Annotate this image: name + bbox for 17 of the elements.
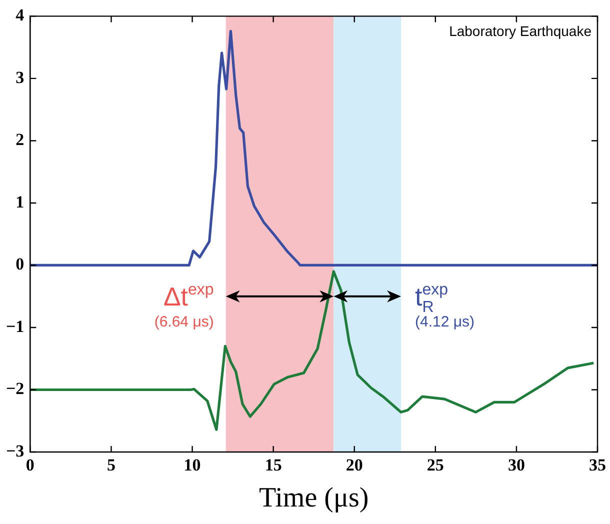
x-tick-label: 15	[264, 456, 282, 475]
y-tick-label: 1	[16, 192, 24, 212]
annotation: Laboratory Earthquake	[449, 23, 592, 40]
x-tick-label: 5	[106, 456, 116, 475]
y-tick-label: 0	[16, 254, 24, 274]
x-axis-title: Time (μs)	[259, 482, 369, 514]
y-tick-label: 2	[16, 130, 24, 150]
x-tick-label: 25	[426, 456, 444, 475]
x-tick-label: 30	[508, 456, 525, 475]
x-tick-label: 10	[184, 456, 201, 475]
y-tick-label: −1	[6, 316, 24, 336]
y-tick-label: 3	[16, 68, 24, 87]
y-tick-label: −3	[6, 441, 24, 460]
y-tick-label: 4	[16, 6, 25, 25]
x-tick-label: 35	[589, 456, 606, 475]
y-tick-label: −2	[6, 379, 24, 398]
x-tick-label: 20	[346, 456, 363, 475]
